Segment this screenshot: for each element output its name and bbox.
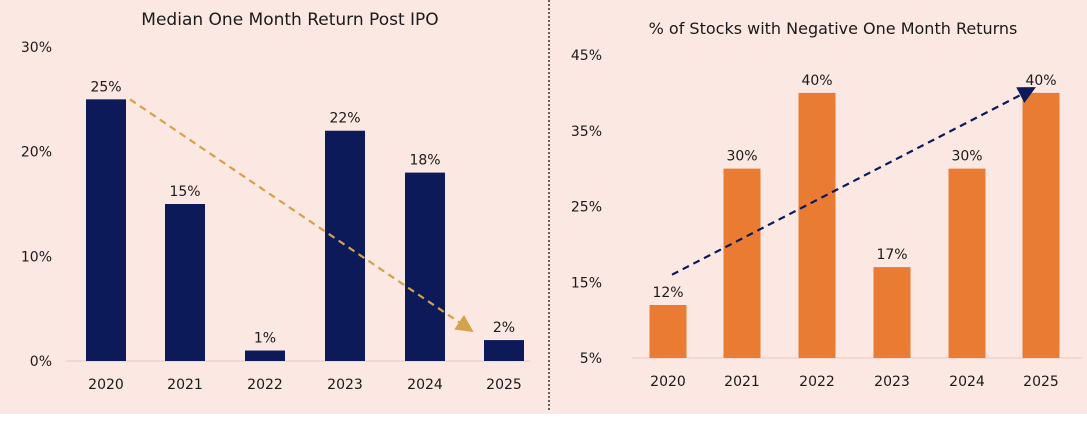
bar [484, 340, 524, 361]
y-tick-label: 25% [571, 200, 602, 216]
x-tick-label: 2020 [650, 374, 686, 390]
x-tick-label: 2024 [407, 377, 443, 393]
x-tick-label: 2023 [327, 377, 363, 393]
bar [245, 350, 285, 361]
data-label: 15% [169, 184, 200, 200]
data-label: 22% [329, 111, 360, 127]
trend-arrow [129, 98, 474, 333]
y-tick-label: 20% [21, 145, 52, 161]
bar [86, 99, 126, 361]
data-label: 2% [493, 320, 515, 336]
bar [948, 168, 986, 358]
data-label: 18% [409, 153, 440, 169]
x-tick-label: 2025 [486, 377, 522, 393]
data-label: 30% [951, 149, 982, 165]
data-label: 40% [801, 73, 832, 89]
chart-title: Median One Month Return Post IPO [141, 10, 438, 30]
y-tick-label: 15% [571, 275, 602, 291]
data-label: 25% [90, 79, 121, 95]
y-tick-label: 45% [571, 48, 602, 64]
panel-background [0, 0, 1087, 414]
bar [1022, 92, 1060, 358]
y-tick-label: 10% [21, 249, 52, 265]
y-tick-label: 30% [21, 40, 52, 56]
x-tick-label: 2021 [167, 377, 203, 393]
data-label: 17% [876, 247, 907, 263]
bar [873, 267, 911, 358]
x-tick-label: 2021 [724, 374, 760, 390]
y-tick-label: 5% [580, 351, 602, 367]
x-tick-label: 2024 [949, 374, 985, 390]
bar [798, 92, 836, 358]
y-tick-label: 35% [571, 124, 602, 140]
data-label: 30% [726, 149, 757, 165]
x-tick-label: 2022 [247, 377, 283, 393]
x-tick-label: 2025 [1023, 374, 1059, 390]
median-return-chart: Median One Month Return Post IPO 0% 10% 20… [21, 10, 530, 393]
bar [649, 304, 687, 358]
x-tick-label: 2020 [88, 377, 124, 393]
data-label: 40% [1025, 73, 1056, 89]
data-label: 12% [652, 285, 683, 301]
bar [165, 204, 205, 361]
bar [723, 168, 761, 358]
chart-title: % of Stocks with Negative One Month Retu… [649, 19, 1018, 38]
x-tick-label: 2022 [799, 374, 835, 390]
bar [325, 130, 365, 361]
data-label: 1% [254, 331, 276, 347]
y-tick-label: 0% [30, 354, 52, 370]
trend-arrow [671, 87, 1036, 276]
bar [405, 172, 445, 361]
negative-returns-chart: % of Stocks with Negative One Month Retu… [571, 19, 1082, 390]
x-tick-label: 2023 [874, 374, 910, 390]
